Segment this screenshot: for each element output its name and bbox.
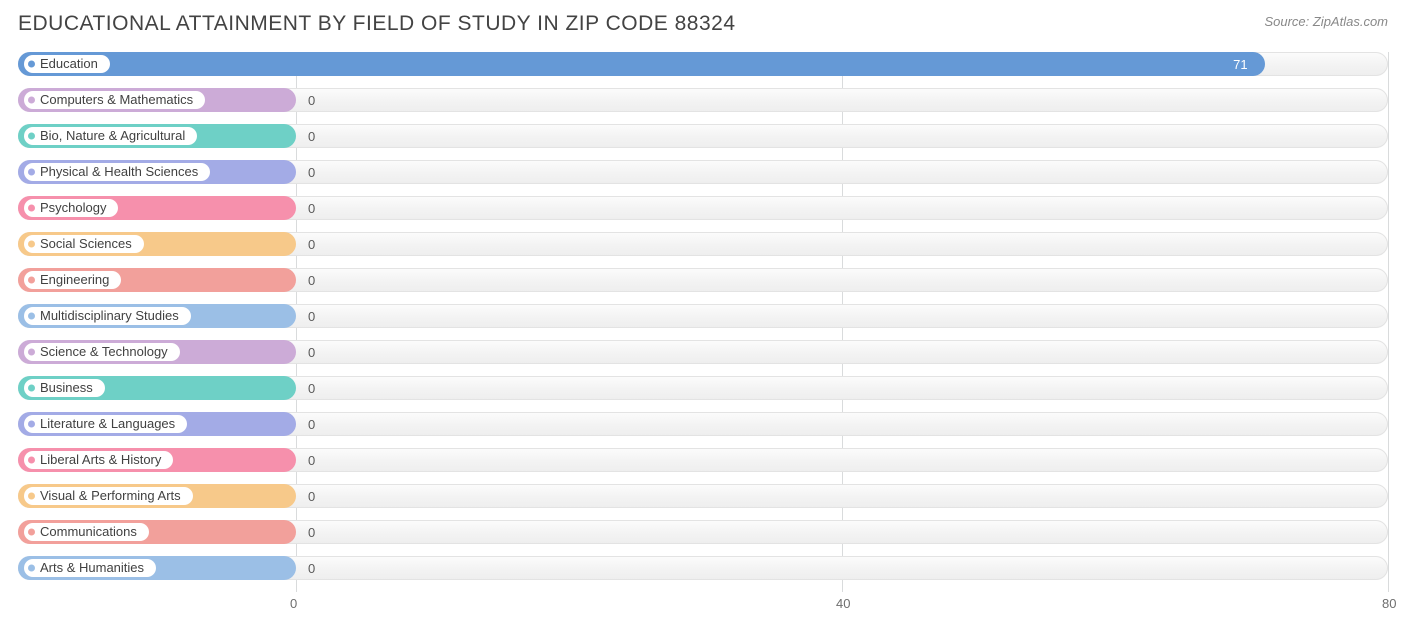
chart-container: EDUCATIONAL ATTAINMENT BY FIELD OF STUDY… bbox=[0, 0, 1406, 632]
chart-title: EDUCATIONAL ATTAINMENT BY FIELD OF STUDY… bbox=[18, 12, 736, 36]
value-label: 71 bbox=[1233, 52, 1247, 76]
bar-row: Bio, Nature & Agricultural 0 bbox=[18, 124, 1388, 148]
pill-accent-icon bbox=[28, 277, 35, 284]
category-pill: Communications bbox=[24, 523, 149, 541]
bar-row: Computers & Mathematics 0 bbox=[18, 88, 1388, 112]
gridline bbox=[1388, 52, 1389, 592]
category-label: Psychology bbox=[40, 199, 106, 217]
value-label: 0 bbox=[308, 412, 315, 436]
bar-row: Social Sciences 0 bbox=[18, 232, 1388, 256]
category-pill: Bio, Nature & Agricultural bbox=[24, 127, 197, 145]
category-label: Arts & Humanities bbox=[40, 559, 144, 577]
category-label: Literature & Languages bbox=[40, 415, 175, 433]
axis-tick-label: 0 bbox=[290, 596, 297, 611]
pill-accent-icon bbox=[28, 421, 35, 428]
source-text: Source: ZipAtlas.com bbox=[1264, 12, 1388, 29]
category-pill: Education bbox=[24, 55, 110, 73]
category-pill: Physical & Health Sciences bbox=[24, 163, 210, 181]
category-label: Computers & Mathematics bbox=[40, 91, 193, 109]
bar-row: Business 0 bbox=[18, 376, 1388, 400]
category-pill: Visual & Performing Arts bbox=[24, 487, 193, 505]
category-label: Physical & Health Sciences bbox=[40, 163, 198, 181]
category-label: Social Sciences bbox=[40, 235, 132, 253]
category-label: Business bbox=[40, 379, 93, 397]
pill-accent-icon bbox=[28, 565, 35, 572]
pill-accent-icon bbox=[28, 205, 35, 212]
bar-row: Literature & Languages 0 bbox=[18, 412, 1388, 436]
category-label: Education bbox=[40, 55, 98, 73]
bar-row: Arts & Humanities 0 bbox=[18, 556, 1388, 580]
pill-accent-icon bbox=[28, 349, 35, 356]
category-label: Liberal Arts & History bbox=[40, 451, 161, 469]
value-label: 0 bbox=[308, 124, 315, 148]
value-label: 0 bbox=[308, 196, 315, 220]
bar-row: Engineering 0 bbox=[18, 268, 1388, 292]
header-row: EDUCATIONAL ATTAINMENT BY FIELD OF STUDY… bbox=[18, 12, 1388, 36]
bar-row: Multidisciplinary Studies 0 bbox=[18, 304, 1388, 328]
bar-row: Education 71 bbox=[18, 52, 1388, 76]
category-pill: Science & Technology bbox=[24, 343, 180, 361]
category-pill: Multidisciplinary Studies bbox=[24, 307, 191, 325]
category-label: Visual & Performing Arts bbox=[40, 487, 181, 505]
category-label: Communications bbox=[40, 523, 137, 541]
value-label: 0 bbox=[308, 304, 315, 328]
pill-accent-icon bbox=[28, 385, 35, 392]
value-label: 0 bbox=[308, 484, 315, 508]
pill-accent-icon bbox=[28, 133, 35, 140]
category-pill: Social Sciences bbox=[24, 235, 144, 253]
category-pill: Business bbox=[24, 379, 105, 397]
category-pill: Arts & Humanities bbox=[24, 559, 156, 577]
value-label: 0 bbox=[308, 232, 315, 256]
pill-accent-icon bbox=[28, 61, 35, 68]
bar-row: Communications 0 bbox=[18, 520, 1388, 544]
pill-accent-icon bbox=[28, 529, 35, 536]
category-label: Multidisciplinary Studies bbox=[40, 307, 179, 325]
pill-accent-icon bbox=[28, 97, 35, 104]
value-label: 0 bbox=[308, 160, 315, 184]
bar-row: Visual & Performing Arts 0 bbox=[18, 484, 1388, 508]
pill-accent-icon bbox=[28, 313, 35, 320]
value-label: 0 bbox=[308, 448, 315, 472]
bar-row: Physical & Health Sciences 0 bbox=[18, 160, 1388, 184]
bar-row: Science & Technology 0 bbox=[18, 340, 1388, 364]
category-label: Bio, Nature & Agricultural bbox=[40, 127, 185, 145]
value-label: 0 bbox=[308, 268, 315, 292]
category-label: Engineering bbox=[40, 271, 109, 289]
pill-accent-icon bbox=[28, 493, 35, 500]
category-label: Science & Technology bbox=[40, 343, 168, 361]
bar-fill bbox=[18, 52, 1265, 76]
category-pill: Computers & Mathematics bbox=[24, 91, 205, 109]
axis-tick-label: 80 bbox=[1382, 596, 1396, 611]
bar-row: Liberal Arts & History 0 bbox=[18, 448, 1388, 472]
category-pill: Literature & Languages bbox=[24, 415, 187, 433]
pill-accent-icon bbox=[28, 457, 35, 464]
category-pill: Liberal Arts & History bbox=[24, 451, 173, 469]
value-label: 0 bbox=[308, 376, 315, 400]
pill-accent-icon bbox=[28, 241, 35, 248]
bar-row: Psychology 0 bbox=[18, 196, 1388, 220]
category-pill: Psychology bbox=[24, 199, 118, 217]
pill-accent-icon bbox=[28, 169, 35, 176]
axis-tick-label: 40 bbox=[836, 596, 850, 611]
chart-area: 04080Education71Computers & Mathematics0… bbox=[18, 52, 1388, 620]
value-label: 0 bbox=[308, 556, 315, 580]
value-label: 0 bbox=[308, 520, 315, 544]
category-pill: Engineering bbox=[24, 271, 121, 289]
value-label: 0 bbox=[308, 340, 315, 364]
value-label: 0 bbox=[308, 88, 315, 112]
